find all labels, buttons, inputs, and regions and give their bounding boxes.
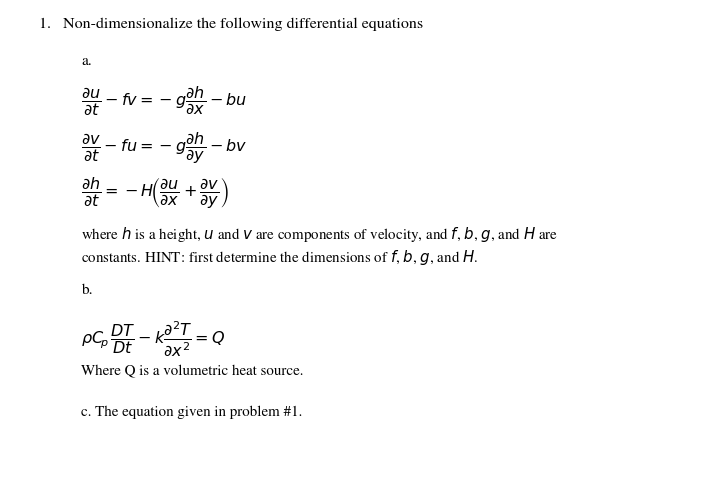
Text: $\dfrac{\partial v}{\partial t} - fu = -g\dfrac{\partial h}{\partial y} - bv$: $\dfrac{\partial v}{\partial t} - fu = -…	[81, 130, 248, 166]
Text: Where Q is a volumetric heat source.: Where Q is a volumetric heat source.	[81, 365, 304, 378]
Text: $\dfrac{\partial u}{\partial t} - fv = -g\dfrac{\partial h}{\partial x} - bu$: $\dfrac{\partial u}{\partial t} - fv = -…	[81, 85, 248, 118]
Text: $\rho C_{\!p}\,\dfrac{DT}{Dt} - k\dfrac{\partial^{2}T}{\partial x^{2}} = Q$: $\rho C_{\!p}\,\dfrac{DT}{Dt} - k\dfrac{…	[81, 320, 226, 358]
Text: constants. HINT: first determine the dimensions of $f$, $b$, $g$, and $H$.: constants. HINT: first determine the dim…	[81, 248, 479, 266]
Text: a.: a.	[81, 55, 92, 68]
Text: where $h$ is a height, $u$ and $v$ are components of velocity, and $f$, $b$, $g$: where $h$ is a height, $u$ and $v$ are c…	[81, 225, 559, 244]
Text: 1.   Non-dimensionalize the following differential equations: 1. Non-dimensionalize the following diff…	[39, 17, 423, 31]
Text: b.: b.	[81, 284, 93, 297]
Text: $\dfrac{\partial h}{\partial t} = -H\!\left(\dfrac{\partial u}{\partial x} + \df: $\dfrac{\partial h}{\partial t} = -H\!\l…	[81, 175, 229, 211]
Text: c. The equation given in problem #1.: c. The equation given in problem #1.	[81, 406, 303, 419]
